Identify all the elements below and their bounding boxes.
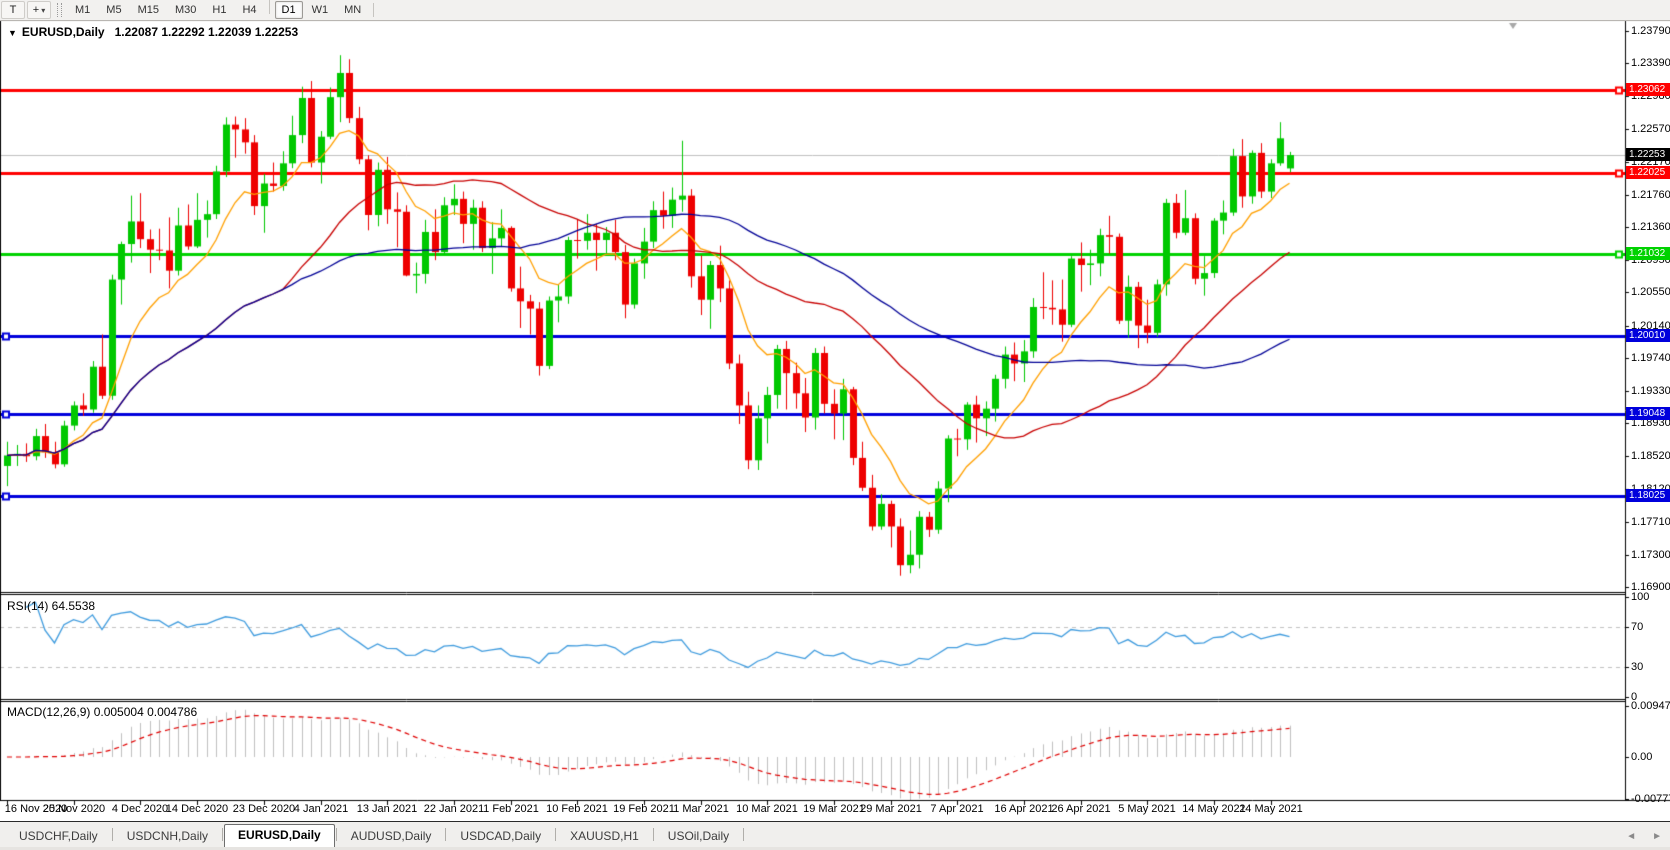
- macd-tick-label: 0.009478: [1631, 700, 1670, 712]
- price-tick-label: 1.21360: [1631, 221, 1670, 233]
- tab-separator: [555, 828, 557, 841]
- date-tick-label: 4 Dec 2020: [111, 803, 169, 815]
- toolbar-grip[interactable]: [57, 3, 62, 17]
- price-tick-label: 1.22570: [1631, 123, 1670, 135]
- price-tick-label: 1.23790: [1631, 25, 1670, 37]
- date-tick-label: 4 Jan 2021: [293, 803, 349, 815]
- crosshair-icon: +: [32, 4, 40, 16]
- macd-tick-label: 0.00: [1631, 751, 1653, 763]
- rsi-label: RSI(14) 64.5538: [7, 599, 96, 613]
- level-price-label: 1.21032: [1626, 247, 1670, 260]
- date-tick-label: 14 May 2021: [1182, 803, 1246, 815]
- price-tick-label: 1.21760: [1631, 189, 1670, 201]
- toolbar-separator: [373, 3, 375, 17]
- rsi-tick-label: 100: [1631, 591, 1650, 603]
- price-tick-label: 1.16900: [1631, 581, 1670, 593]
- date-tick-label: 14 Dec 2020: [165, 803, 229, 815]
- toolbar-separator: [268, 0, 270, 14]
- tab-separator: [335, 828, 337, 841]
- bottom-strip: [0, 847, 1670, 850]
- date-tick-label: 10 Feb 2021: [546, 803, 608, 815]
- price-tick-label: 1.18930: [1631, 417, 1670, 429]
- timeframe-button-d1[interactable]: D1: [274, 1, 303, 19]
- tab-separator: [652, 828, 654, 841]
- collapse-caret-icon[interactable]: ▼: [8, 28, 17, 38]
- date-tick-label: 23 Dec 2020: [232, 803, 296, 815]
- rsi-tick-label: 0: [1631, 691, 1638, 703]
- top-toolbar: T + ▾ M1 M5 M15 M30 H1 H4 D1 W1 MN: [0, 0, 1670, 21]
- timeframe-button-m5[interactable]: M5: [106, 4, 122, 16]
- ohlc-values: 1.22087 1.22292 1.22039 1.22253: [114, 25, 299, 39]
- date-tick-label: 19 Mar 2021: [803, 803, 865, 815]
- timeframe-button-w1[interactable]: W1: [311, 4, 329, 16]
- timeframe-button-h1[interactable]: H1: [212, 4, 227, 16]
- price-tick-label: 1.23390: [1631, 57, 1670, 69]
- tab-audusd[interactable]: AUDUSD,Daily: [350, 829, 432, 843]
- timeframe-button-group: M1 M5 M15 M30 H1 H4 D1 W1 MN: [67, 0, 369, 20]
- level-price-label: 1.19048: [1626, 407, 1670, 420]
- tab-eurusd[interactable]: EURUSD,Daily: [224, 824, 335, 848]
- price-tick-label: 1.18520: [1631, 450, 1670, 462]
- chart-title: ▼ EURUSD,Daily 1.22087 1.22292 1.22039 1.2…: [8, 25, 298, 39]
- date-tick-label: 7 Apr 2021: [930, 803, 984, 815]
- date-tick-label: 16 Apr 2021: [994, 803, 1054, 815]
- tab-separator: [111, 828, 113, 841]
- tab-separator: [743, 828, 745, 841]
- tab-usdchf[interactable]: USDCHF,Daily: [19, 829, 98, 843]
- tab-usdcnh[interactable]: USDCNH,Daily: [126, 829, 209, 843]
- tab-xauusd[interactable]: XAUUSD,H1: [570, 829, 639, 843]
- price-tick-label: 1.17710: [1631, 516, 1670, 528]
- timeframe-button-mn[interactable]: MN: [344, 4, 362, 16]
- date-tick-label: 13 Jan 2021: [356, 803, 418, 815]
- date-tick-label: 22 Jan 2021: [423, 803, 485, 815]
- date-tick-label: 5 May 2021: [1118, 803, 1176, 815]
- timeframe-button-m30[interactable]: M30: [174, 4, 197, 16]
- date-tick-label: 1 Feb 2021: [483, 803, 539, 815]
- tab-usoil[interactable]: USOil,Daily: [667, 829, 730, 843]
- date-tick-label: 24 May 2021: [1239, 803, 1303, 815]
- rsi-tick-label: 70: [1631, 621, 1644, 633]
- tab-scroll-right-icon[interactable]: ►: [1652, 831, 1662, 842]
- level-price-label: 1.20010: [1626, 329, 1670, 342]
- macd-label: MACD(12,26,9) 0.005004 0.004786: [7, 705, 198, 719]
- date-tick-label: 29 Mar 2021: [860, 803, 922, 815]
- price-tick-label: 1.19740: [1631, 352, 1670, 364]
- crosshair-tool-button[interactable]: + ▾: [27, 1, 51, 19]
- tab-separator: [222, 828, 224, 841]
- price-tick-label: 1.20550: [1631, 286, 1670, 298]
- date-tick-label: 19 Feb 2021: [613, 803, 675, 815]
- timeframe-button-h4[interactable]: H4: [242, 4, 257, 16]
- current-price-label: 1.22253: [1626, 148, 1670, 161]
- rsi-tick-label: 30: [1631, 661, 1644, 673]
- date-tick-label: 1 Mar 2021: [673, 803, 729, 815]
- level-price-label: 1.22025: [1626, 166, 1670, 179]
- date-tick-label: 16 Nov 2020: [4, 803, 68, 815]
- symbol-title: EURUSD,Daily: [21, 25, 105, 39]
- tab-usdcad[interactable]: USDCAD,Daily: [460, 829, 542, 843]
- date-tick-label: 26 Apr 2021: [1051, 803, 1111, 815]
- date-tick-label: 10 Mar 2021: [736, 803, 798, 815]
- text-tool-button[interactable]: T: [1, 1, 25, 19]
- level-price-label: 1.23062: [1626, 83, 1670, 96]
- chevron-down-icon: ▾: [41, 5, 46, 15]
- timeframe-button-m1[interactable]: M1: [75, 4, 91, 16]
- macd-tick-label: -0.007778: [1631, 793, 1670, 805]
- price-tick-label: 1.19330: [1631, 385, 1670, 397]
- tab-scroll-left-icon[interactable]: ◄: [1626, 831, 1637, 842]
- chart-tab-bar: USDCHF,Daily USDCNH,Daily EURUSD,Daily AUDU…: [0, 821, 1670, 848]
- date-tick-label: 25 Nov 2020: [42, 803, 106, 815]
- level-price-label: 1.18025: [1626, 489, 1670, 502]
- price-tick-label: 1.17300: [1631, 549, 1670, 561]
- tab-separator: [445, 828, 447, 841]
- timeframe-button-m15[interactable]: M15: [137, 4, 159, 16]
